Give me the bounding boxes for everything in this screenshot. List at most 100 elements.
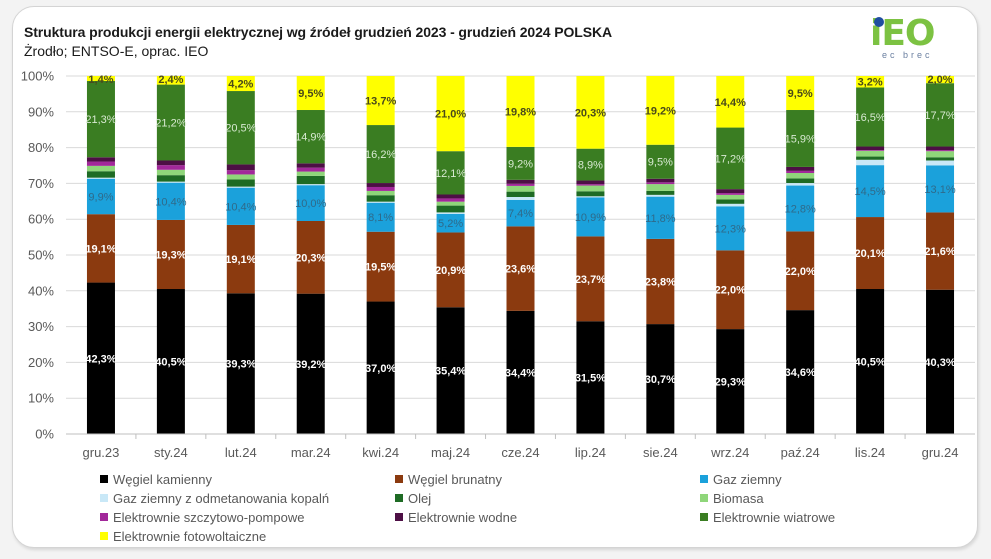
bar-stack: [646, 76, 675, 434]
bar-segment: [506, 226, 535, 311]
bar-segment: [786, 178, 815, 184]
chart-subtitle: Żrodło; ENTSO-E, oprac. IEO: [24, 43, 209, 59]
bar-segment: [646, 178, 675, 183]
data-label: 20,5%: [225, 123, 256, 135]
bar-segment: [156, 160, 185, 166]
data-label: 15,9%: [785, 133, 816, 145]
data-label: 23,8%: [645, 276, 676, 288]
bar-segment: [156, 84, 185, 161]
bar-segment: [856, 150, 885, 151]
legend-swatch: [100, 494, 108, 502]
data-label: 22,0%: [715, 285, 746, 297]
logo-dot-icon: [874, 17, 884, 27]
bar-segment: [156, 175, 185, 182]
bar-segment: [716, 189, 745, 194]
legend-label: Elektrownie fotowoltaiczne: [113, 529, 267, 544]
y-tick-label: 80%: [28, 140, 54, 155]
bar-segment: [436, 232, 465, 308]
legend-item: Węgiel kamienny: [100, 472, 212, 487]
bar-segment: [576, 184, 605, 186]
legend-swatch: [100, 513, 108, 521]
data-label: 39,3%: [225, 359, 256, 371]
bar-segment: [576, 236, 605, 322]
bar-segment: [576, 197, 605, 237]
bar-segment: [786, 231, 815, 311]
logo-subtext: ec brec: [882, 50, 933, 60]
bar-segment: [226, 224, 255, 294]
x-tick-label: lis.24: [855, 445, 885, 460]
data-label: 22,0%: [785, 266, 816, 278]
bar-segment: [436, 205, 465, 213]
bar-stack: [366, 76, 395, 434]
bar-segment: [86, 161, 115, 166]
bar-segment: [296, 110, 325, 164]
bar-segment: [86, 177, 115, 179]
bar-segment: [366, 231, 395, 302]
bar-segment: [366, 201, 395, 203]
bar-segment: [926, 165, 955, 213]
bar-segment: [296, 167, 325, 172]
bar-segment: [576, 180, 605, 185]
data-label: 29,3%: [715, 377, 746, 389]
bar-segment: [786, 170, 815, 174]
bar-segment: [716, 194, 745, 200]
bar-segment: [156, 219, 185, 290]
legend-swatch: [700, 513, 708, 521]
bar-stack: [716, 76, 745, 434]
bar-segment: [366, 195, 395, 202]
bar-segment: [786, 183, 815, 186]
bar-segment: [226, 187, 255, 225]
bar-segment: [506, 191, 535, 198]
legend-item: Biomasa: [700, 491, 764, 506]
bar-segment: [86, 76, 115, 82]
data-label: 7,4%: [508, 208, 533, 220]
data-label: 10,4%: [225, 201, 256, 213]
bar-segment: [296, 293, 325, 434]
data-label: 23,7%: [575, 274, 606, 286]
data-label: 10,9%: [575, 212, 606, 224]
bar-segment: [226, 174, 255, 180]
bar-segment: [856, 156, 885, 160]
data-label: 9,2%: [508, 158, 533, 170]
x-tick-label: lut.24: [225, 445, 257, 460]
bar-stack: [436, 76, 465, 434]
bar-segment: [926, 160, 955, 166]
bar-segment: [296, 220, 325, 294]
bar-segment: [926, 212, 955, 290]
bar-stack: [576, 76, 605, 434]
bar-segment: [786, 310, 815, 434]
data-label: 12,3%: [715, 223, 746, 235]
data-label: 9,5%: [648, 157, 673, 169]
data-label: 11,8%: [645, 213, 676, 225]
legend-item: Elektrownie fotowoltaiczne: [100, 529, 266, 544]
y-axis: 0% 10% 20% 30% 40% 50% 60% 70% 80% 90% 100%: [21, 69, 55, 442]
x-tick-label: gru.23: [83, 445, 120, 460]
bar-segment: [296, 185, 325, 221]
y-tick-label: 40%: [28, 283, 54, 298]
bar-segment: [716, 76, 745, 128]
bar-segment: [786, 185, 815, 232]
bar-stack: [786, 76, 815, 434]
data-label: 30,7%: [645, 374, 676, 386]
data-label: 39,2%: [295, 359, 326, 371]
data-label: 20,9%: [435, 265, 466, 277]
legend-label: Węgiel brunatny: [408, 472, 502, 487]
y-tick-label: 100%: [21, 69, 55, 84]
bar-segment: [436, 201, 465, 206]
data-label: 12,1%: [435, 168, 466, 180]
bar-segment: [366, 301, 395, 434]
data-label: 8,1%: [368, 212, 393, 224]
bar-segment: [716, 193, 745, 195]
bar-stack: [506, 76, 535, 434]
bar-segment: [856, 217, 885, 290]
data-label: 23,6%: [505, 264, 536, 276]
y-tick-label: 60%: [28, 212, 54, 227]
legend-label: Biomasa: [713, 491, 764, 506]
data-label: 19,2%: [645, 105, 676, 117]
legend-label: Elektrownie wodne: [408, 510, 518, 525]
bar-segment: [436, 213, 465, 233]
data-label: 2,4%: [158, 74, 183, 86]
legend-label: Gaz ziemny z odmetanowania kopalń: [113, 491, 330, 506]
data-label: 16,2%: [365, 149, 396, 161]
x-tick-label: gru.24: [922, 445, 959, 460]
